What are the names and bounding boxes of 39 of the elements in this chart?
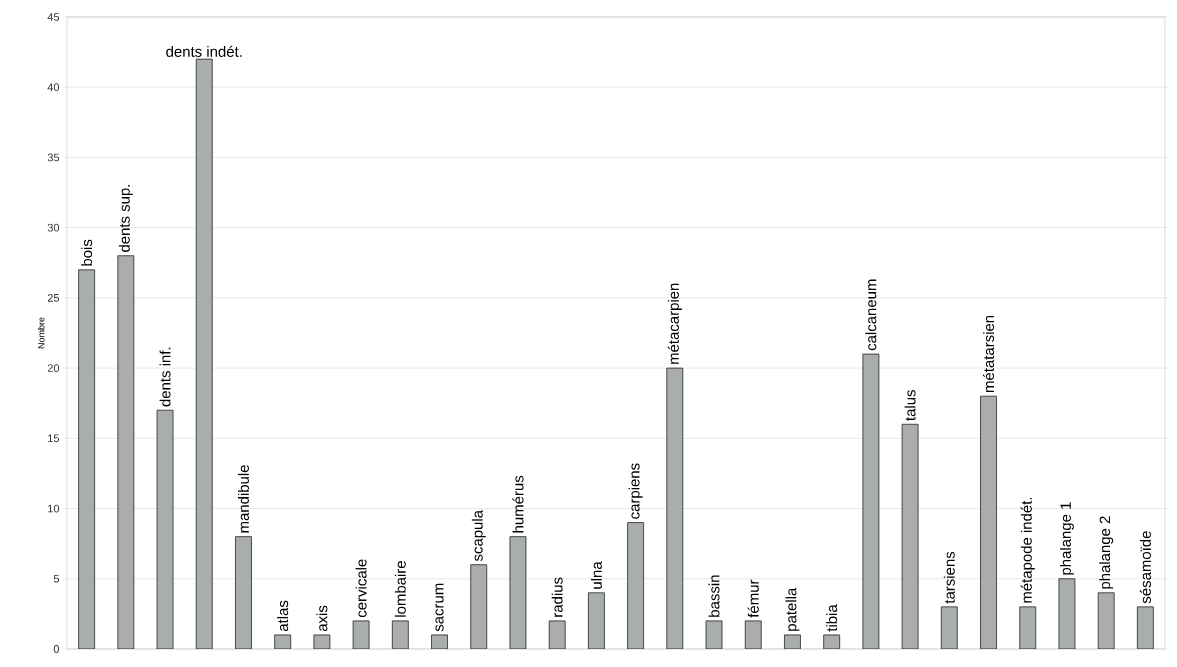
x-tick-label: fémur [747, 579, 759, 618]
x-tick-label: bois [81, 239, 93, 266]
x-tick-label: calcaneum [865, 279, 877, 351]
x-tick-label: dents sup. [118, 184, 133, 252]
x-tick-label: ulna [590, 561, 602, 589]
x-tick-label: tarsiens [943, 551, 955, 604]
y-tick-label: 45 [47, 13, 60, 21]
x-tick-label: patella [785, 587, 800, 631]
x-tick-label: humérus [512, 475, 524, 533]
x-tick-label: phalange 2 [1099, 516, 1114, 589]
x-tick-label: mandibule [237, 465, 249, 533]
y-tick-label: 20 [47, 364, 60, 372]
x-tick-label: dents inf. [159, 347, 171, 407]
y-tick-label: 0 [53, 645, 60, 653]
x-tick-label: métacarpien [667, 283, 682, 364]
y-tick-label: 5 [53, 574, 60, 583]
x-tick-label: dents indét. [166, 45, 242, 57]
x-tick-label: lombaire [394, 561, 406, 617]
x-tick-label: sésamoïde [1139, 531, 1151, 604]
x-tick-label: cervicale [355, 559, 367, 618]
y-tick-label: 35 [47, 153, 60, 162]
x-tick-label: bassin [708, 575, 720, 617]
x-tick-label: métatarsien [982, 315, 995, 392]
x-tick-label: scapula [471, 510, 486, 562]
x-tick-label: phalange 1 [1059, 502, 1074, 575]
y-tick-label: 40 [47, 83, 60, 92]
y-tick-label: 15 [48, 434, 60, 443]
x-tick-label: métapode indét. [1020, 497, 1035, 603]
x-tick-label: axis [316, 605, 328, 632]
y-axis-title: Nombre [37, 317, 45, 349]
y-tick-label: 10 [48, 504, 60, 513]
y-tick-label: 25 [47, 294, 60, 302]
x-tick-label: sacrum [435, 583, 444, 632]
y-tick-label: 30 [47, 223, 60, 232]
x-tick-label: atlas [277, 600, 289, 632]
x-tick-label: carpiens [628, 463, 643, 519]
x-tick-label: talus [904, 390, 916, 421]
x-tick-label: radius [551, 577, 563, 617]
x-tick-label: tibia [826, 604, 838, 632]
